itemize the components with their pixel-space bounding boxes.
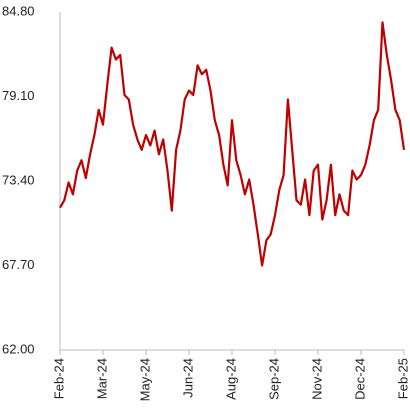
line [59, 21, 406, 267]
y-tick-label: 73.40 [2, 172, 35, 187]
x-tick-label: May-24 [137, 358, 152, 401]
x-tick-label: Dec-24 [352, 358, 367, 400]
y-tick-label: 79.10 [2, 88, 35, 103]
x-tick-label: Sep-24 [266, 358, 281, 400]
y-tick-label: 62.00 [2, 341, 35, 356]
x-tick-label: Mar-24 [94, 358, 109, 399]
x-tick-label: Feb-24 [51, 358, 66, 399]
y-tick-label: 84.80 [2, 3, 35, 18]
x-tick-label: Aug-24 [223, 358, 238, 400]
x-tick-label: Nov-24 [309, 358, 324, 400]
y-tick-label: 67.70 [2, 257, 35, 272]
x-tick-label: Jun-24 [180, 358, 195, 398]
x-tick-label: Feb-25 [395, 358, 410, 399]
